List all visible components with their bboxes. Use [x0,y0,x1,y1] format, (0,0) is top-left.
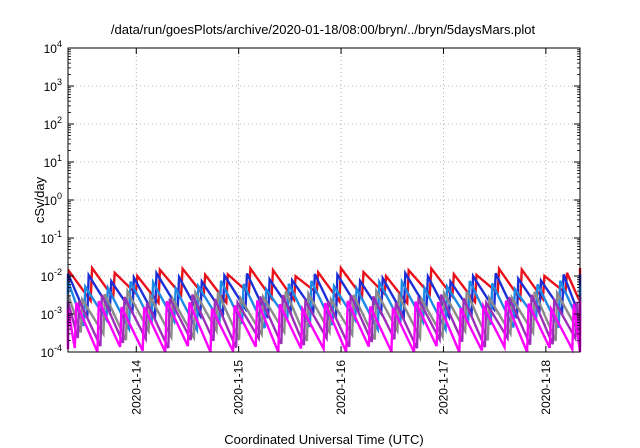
y-tick-label: 101 [44,153,62,170]
x-tick-label: 2020-1-15 [232,360,246,415]
y-tick-label: 10-2 [41,267,62,284]
series-line [66,300,582,355]
x-tick-label: 2020-1-17 [436,360,450,415]
x-axis-ticks: 2020-1-14 2020-1-15 2020-1-16 2020-1-17 2020… [129,48,553,415]
y-tick-label: 104 [44,39,62,56]
chart-title: /data/run/goesPlots/archive/2020-01-18/0… [111,22,536,37]
y-tick-label: 102 [44,115,62,132]
y-tick-label: 100 [44,191,62,208]
series-line [66,264,582,307]
x-tick-label: 2020-1-18 [539,360,553,415]
y-axis-ticks: 10-4 10-3 10-2 10-1 100 101 102 103 104 [41,39,580,360]
y-tick-label: 10-4 [41,343,62,360]
y-tick-label: 10-1 [41,229,62,246]
y-axis-label: cSv/day [32,176,47,223]
series-group [66,264,582,355]
y-tick-label: 10-3 [41,305,62,322]
x-tick-label: 2020-1-14 [129,360,143,415]
y-tick-label: 103 [44,77,62,94]
x-axis-label: Coordinated Universal Time (UTC) [224,432,423,447]
x-tick-label: 2020-1-16 [334,360,348,415]
series-line [66,294,582,349]
